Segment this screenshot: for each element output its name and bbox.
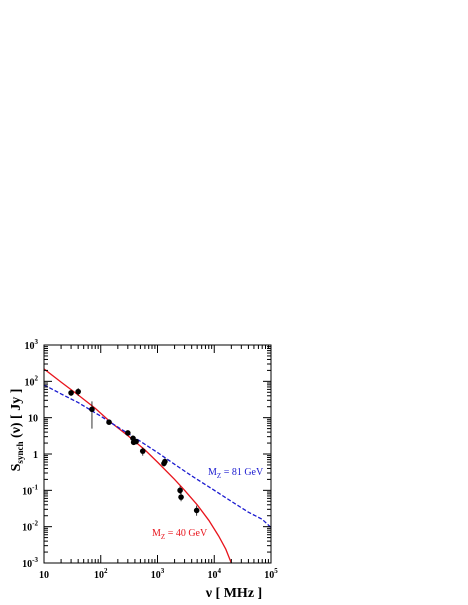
data-point	[177, 487, 183, 494]
y-tick-label: 102	[25, 374, 39, 388]
x-tick-label: 103	[151, 567, 165, 581]
y-tick-label: 10	[28, 414, 38, 425]
data-point	[106, 419, 112, 426]
series-line-2	[44, 384, 271, 528]
series-label-2: MZ = 81 GeV	[208, 467, 264, 480]
y-tick-label: 1	[33, 450, 38, 461]
x-tick-label: 10	[39, 570, 49, 581]
y-axis-title: Ssynch (ν) [ Jy ]	[9, 389, 25, 472]
x-tick-label: 102	[94, 567, 108, 581]
series-line-1	[44, 368, 232, 563]
series-label-1: MZ = 40 GeV	[152, 528, 208, 541]
data-point	[178, 494, 184, 500]
data-point	[139, 448, 146, 454]
x-tick-label: 104	[208, 567, 222, 581]
y-tick-label: 103	[25, 338, 39, 352]
x-tick-label: 105	[264, 567, 278, 581]
x-axis-title: ν [ MHz ]	[205, 586, 262, 601]
data-point	[75, 388, 81, 395]
y-tick-label: 10-1	[22, 483, 38, 497]
y-tick-label: 10-2	[22, 520, 38, 534]
data-point	[125, 430, 131, 436]
data-point	[162, 458, 168, 465]
y-tick-label: 10-3	[22, 556, 38, 570]
data-point	[89, 406, 95, 413]
data-point	[133, 438, 139, 445]
data-point	[68, 390, 74, 396]
data-point	[193, 507, 200, 514]
